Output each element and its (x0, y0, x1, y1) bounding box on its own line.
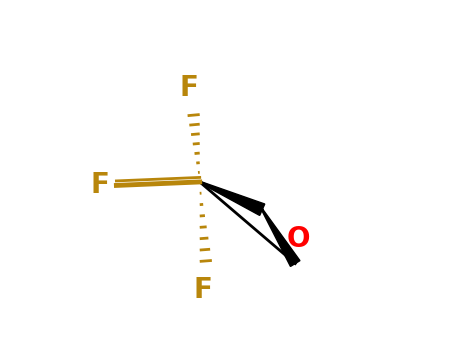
Text: O: O (287, 225, 310, 253)
Text: F: F (91, 172, 110, 200)
Text: F: F (180, 74, 199, 102)
Polygon shape (199, 181, 265, 216)
Text: F: F (194, 276, 212, 304)
Polygon shape (262, 209, 300, 266)
